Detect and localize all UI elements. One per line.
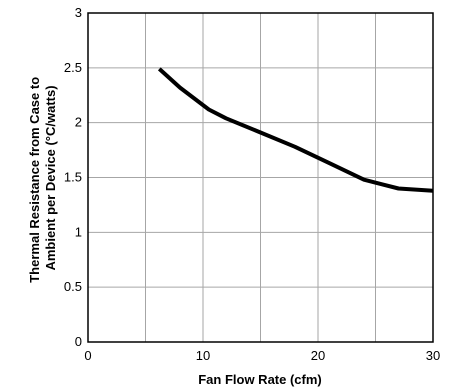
y-tick-labels: 0 0.5 1 1.5 2 2.5 3 <box>64 5 82 349</box>
y-tick-label: 1 <box>75 224 82 239</box>
x-tick-labels: 0 10 20 30 <box>84 348 440 363</box>
y-axis-title-line-2: Ambient per Device (°C/watts) <box>43 85 58 270</box>
x-tick-label: 10 <box>196 348 210 363</box>
y-tick-label: 0.5 <box>64 279 82 294</box>
y-tick-label: 0 <box>75 334 82 349</box>
plot-frame <box>87 12 434 343</box>
x-tick-label: 30 <box>426 348 440 363</box>
y-axis-title: Thermal Resistance from Case to Ambient … <box>27 73 58 283</box>
y-tick-label: 3 <box>75 5 82 20</box>
y-tick-label: 2.5 <box>64 60 82 75</box>
y-axis-title-line-1: Thermal Resistance from Case to <box>27 77 42 283</box>
series-line-0 <box>157 67 434 193</box>
y-tick-label: 2 <box>75 115 82 130</box>
x-axis-title: Fan Flow Rate (cfm) <box>198 372 322 387</box>
grid-lines <box>88 13 433 342</box>
y-tick-label: 1.5 <box>64 170 82 185</box>
x-tick-label: 20 <box>311 348 325 363</box>
x-tick-label: 0 <box>84 348 91 363</box>
series-layer <box>157 67 434 193</box>
